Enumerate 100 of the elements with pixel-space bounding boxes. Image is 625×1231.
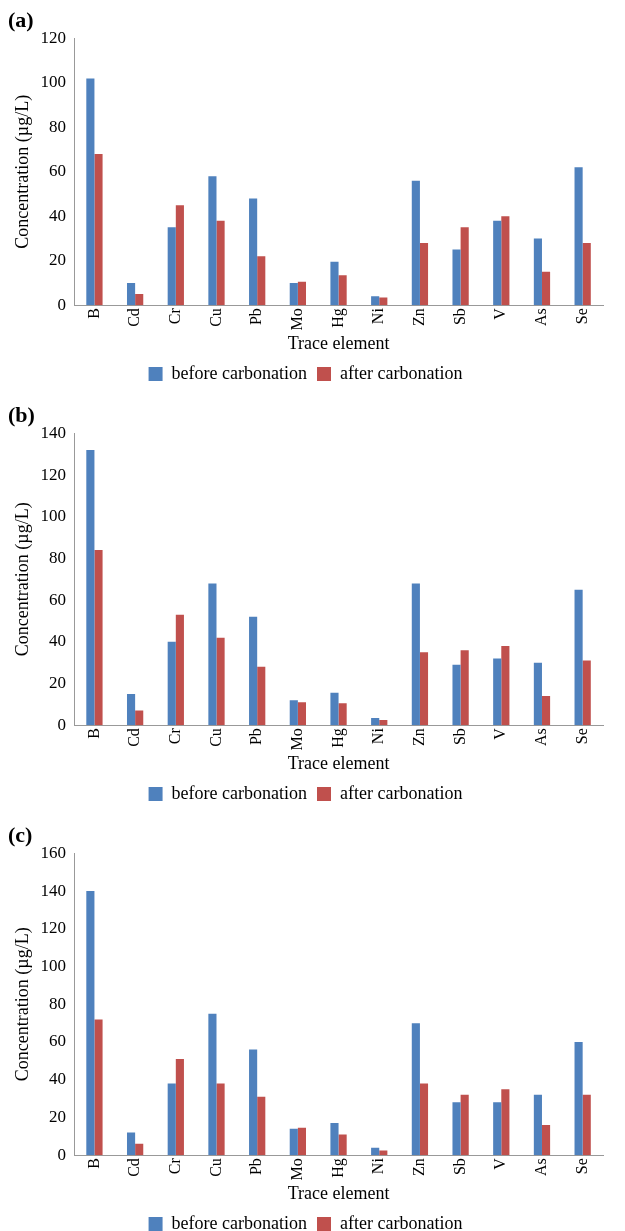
bar	[533, 1094, 542, 1156]
y-tick-label: 20	[49, 250, 67, 270]
bar	[135, 710, 144, 726]
bar	[257, 666, 266, 726]
bar	[297, 702, 306, 726]
bar	[249, 1049, 258, 1156]
x-tick-label: V	[491, 1157, 509, 1170]
bar	[126, 1132, 136, 1156]
bar	[452, 1102, 461, 1156]
x-tick-label: Mo	[288, 308, 306, 331]
y-tick-label: 20	[49, 1106, 67, 1126]
y-tick-label: 40	[49, 631, 67, 651]
bar	[86, 891, 95, 1156]
bar	[501, 645, 510, 726]
y-tick-label: 120	[40, 918, 67, 938]
x-tick-label: B	[84, 1158, 102, 1169]
x-tick-label: Zn	[410, 728, 428, 746]
legend-label: after carbonation	[340, 1212, 463, 1231]
bar	[501, 216, 510, 306]
bar	[175, 1058, 184, 1156]
x-tick-label: Pb	[247, 728, 265, 746]
x-tick-label: Zn	[410, 308, 428, 326]
y-tick-label: 140	[40, 422, 67, 442]
x-tick-label: Mo	[288, 728, 306, 751]
bar	[94, 550, 103, 726]
x-tick-label: As	[532, 308, 550, 326]
legend-label: before carbonation	[171, 362, 308, 383]
bar	[541, 1125, 551, 1156]
bar	[208, 1013, 217, 1156]
bar	[126, 693, 136, 726]
y-tick-label: 100	[40, 506, 67, 526]
x-tick-label: Cd	[125, 1158, 143, 1177]
bar	[289, 1128, 298, 1156]
legend-label: after carbonation	[340, 362, 463, 383]
bar	[419, 1083, 429, 1156]
chart-title: (b)	[8, 401, 35, 427]
bar	[419, 242, 429, 306]
bar	[371, 1147, 380, 1156]
y-axis-title: Concentration (µg/L)	[11, 927, 33, 1082]
bar	[297, 281, 306, 306]
x-tick-label: Ni	[369, 727, 387, 745]
bar	[411, 180, 420, 306]
y-tick-label: 60	[49, 589, 67, 609]
x-tick-label: Cu	[206, 1158, 224, 1177]
x-tick-label: Sb	[450, 728, 468, 746]
bar	[338, 703, 347, 726]
chart-title: (c)	[8, 821, 33, 847]
bar	[411, 1023, 420, 1156]
bar	[574, 167, 583, 306]
bar	[216, 220, 225, 306]
y-tick-label: 0	[57, 294, 67, 314]
x-tick-label: Cr	[166, 1157, 184, 1175]
bar	[86, 450, 95, 726]
y-tick-label: 80	[49, 547, 67, 567]
y-tick-label: 40	[49, 205, 67, 225]
bar	[574, 1042, 583, 1156]
x-tick-label: As	[532, 728, 550, 746]
bar	[94, 154, 103, 306]
x-axis-title: Trace element	[287, 1182, 390, 1203]
x-tick-label: Se	[572, 1158, 590, 1175]
bar	[533, 662, 542, 726]
bar	[167, 227, 176, 306]
y-tick-label: 40	[49, 1069, 67, 1089]
legend-label: before carbonation	[171, 1212, 308, 1231]
legend-label: before carbonation	[171, 782, 308, 803]
x-tick-label: As	[532, 1158, 550, 1176]
bar	[541, 271, 551, 306]
bar	[379, 1150, 388, 1156]
bar	[289, 282, 298, 306]
bar	[330, 261, 339, 306]
bar	[460, 227, 469, 306]
bar	[452, 249, 461, 306]
bar	[493, 658, 502, 726]
y-tick-label: 140	[40, 880, 67, 900]
bar	[501, 1089, 510, 1156]
y-tick-label: 20	[49, 672, 67, 692]
x-axis-title: Trace element	[287, 332, 390, 353]
bar	[582, 1094, 591, 1156]
x-tick-label: Se	[572, 728, 590, 745]
x-tick-label: Sb	[450, 1158, 468, 1176]
bar	[493, 220, 502, 306]
y-tick-label: 80	[49, 993, 67, 1013]
bar	[94, 1019, 103, 1156]
x-tick-label: Cu	[206, 308, 224, 327]
y-tick-label: 80	[49, 116, 67, 136]
bar	[216, 1083, 225, 1156]
y-tick-label: 100	[40, 956, 67, 976]
bar	[338, 275, 347, 306]
bar	[249, 616, 258, 726]
bar	[411, 583, 420, 726]
y-tick-label: 60	[49, 161, 67, 181]
bar	[216, 637, 225, 726]
bar	[257, 256, 266, 306]
x-tick-label: V	[491, 307, 509, 320]
bar	[541, 696, 551, 726]
bar	[379, 719, 388, 726]
bar	[297, 1127, 306, 1156]
bar	[208, 583, 217, 726]
y-tick-label: 120	[40, 464, 67, 484]
x-tick-label: Cu	[206, 728, 224, 747]
